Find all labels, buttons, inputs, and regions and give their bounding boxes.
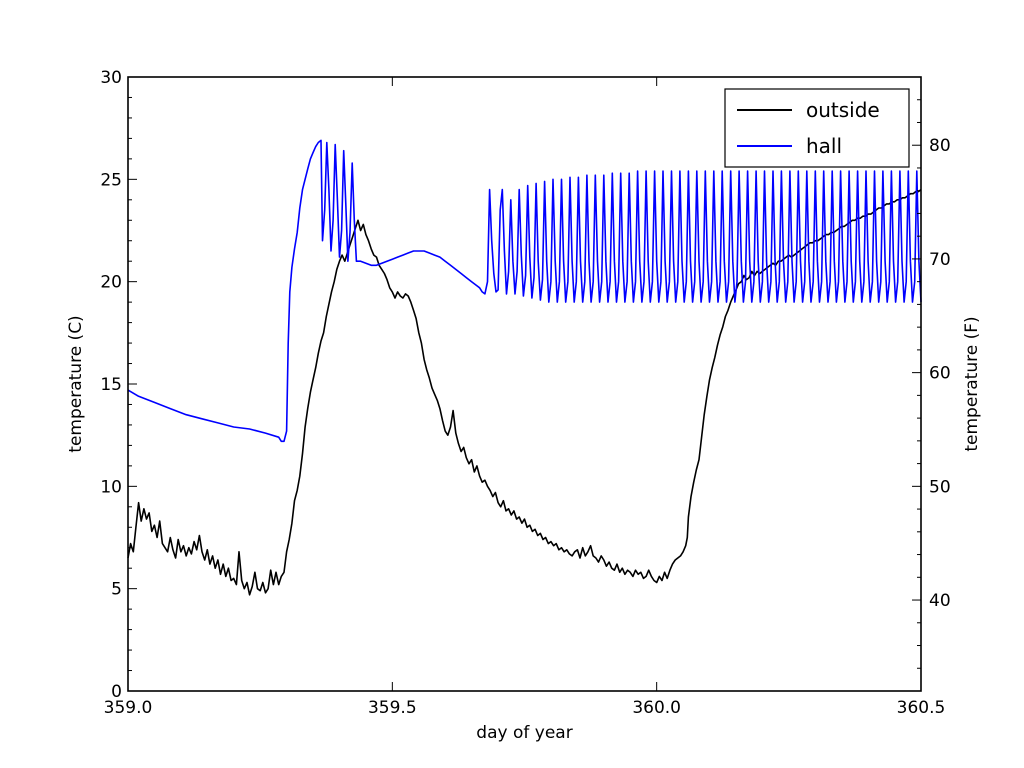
y-left-tick-label: 5 — [111, 580, 122, 600]
legend-label-outside: outside — [806, 98, 880, 122]
y-left-tick-label: 10 — [100, 477, 122, 497]
x-tick-label: 359.5 — [368, 698, 417, 718]
x-axis-label: day of year — [476, 723, 572, 743]
y-left-tick-label: 20 — [100, 273, 122, 293]
legend: outside hall — [724, 88, 910, 168]
y-left-tick-label: 15 — [100, 375, 122, 395]
x-tick-label: 360.0 — [632, 698, 681, 718]
y-left-tick-label: 30 — [100, 68, 122, 88]
x-tick-label: 360.5 — [897, 698, 946, 718]
y-right-tick-label: 70 — [929, 250, 951, 270]
legend-box — [724, 88, 910, 168]
y-left-tick-label: 0 — [111, 682, 122, 702]
y-axis-left: 0 5 10 15 20 25 30 — [100, 68, 137, 702]
y-right-tick-label: 40 — [929, 591, 951, 611]
x-axis: 359.0 359.5 360.0 360.5 — [104, 77, 946, 718]
series-layer — [127, 139, 922, 596]
plot-background — [128, 77, 921, 691]
series-line-hall — [127, 139, 922, 443]
y-left-tick-label: 25 — [100, 170, 122, 190]
y-axis-right: 40 50 60 70 80 — [912, 76, 951, 669]
y-axis-right-label: temperature (F) — [962, 316, 982, 451]
y-right-tick-label: 50 — [929, 477, 951, 497]
y-axis-left-label: temperature (C) — [66, 315, 86, 452]
y-right-tick-label: 60 — [929, 364, 951, 384]
legend-label-hall: hall — [806, 134, 842, 158]
y-right-tick-label: 80 — [929, 136, 951, 156]
x-tick-label: 359.0 — [104, 698, 153, 718]
